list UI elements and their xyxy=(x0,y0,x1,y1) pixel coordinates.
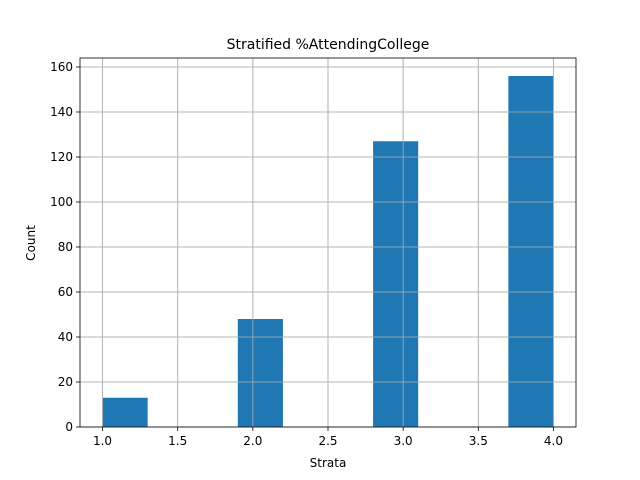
bar xyxy=(508,76,554,427)
chart-title: Stratified %AttendingCollege xyxy=(227,37,430,53)
bar xyxy=(237,319,283,427)
bar xyxy=(102,397,148,427)
x-tick-label: 4.0 xyxy=(544,434,563,448)
y-tick-label: 120 xyxy=(50,150,73,164)
x-tick-label: 2.5 xyxy=(318,434,337,448)
x-tick-label: 1.0 xyxy=(93,434,112,448)
x-tick-label: 1.5 xyxy=(168,434,187,448)
x-tick-label: 2.0 xyxy=(243,434,262,448)
y-tick-label: 20 xyxy=(58,375,73,389)
y-tick-label: 140 xyxy=(50,105,73,119)
y-tick-label: 80 xyxy=(58,240,73,254)
bar xyxy=(373,141,419,427)
y-tick-label: 0 xyxy=(65,420,73,434)
x-tick-label: 3.5 xyxy=(469,434,488,448)
y-tick-label: 160 xyxy=(50,60,73,74)
x-axis-label: Strata xyxy=(310,456,347,470)
axis-layer: 1.0 1.5 2.0 2.5 3.0 3.5 4.0 0 20 40 60 80 100 120 140 1… xyxy=(50,57,577,448)
x-tick-label: 3.0 xyxy=(394,434,413,448)
bar-layer xyxy=(80,58,576,428)
y-tick-label: 40 xyxy=(58,330,73,344)
y-axis-label: Count xyxy=(24,225,38,261)
y-tick-label: 100 xyxy=(50,195,73,209)
y-tick-label: 60 xyxy=(58,285,73,299)
